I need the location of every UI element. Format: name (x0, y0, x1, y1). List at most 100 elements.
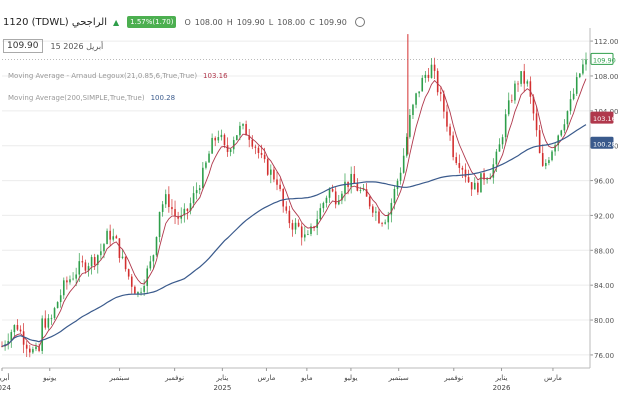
candle-body (245, 124, 247, 136)
candle-body (498, 144, 501, 152)
candle-body (161, 204, 164, 212)
x-tick-label: نوفمبر (443, 374, 463, 382)
candle-body (331, 189, 334, 192)
candle-body (69, 279, 71, 283)
candle-body (16, 324, 19, 330)
candle-body (501, 137, 504, 145)
indicator-alma[interactable]: Moving Average - Arnaud Legoux(21,0.85,6… (8, 72, 228, 80)
candle-body (538, 130, 541, 154)
candle-body (239, 125, 241, 136)
x-tick-label: مايو (300, 374, 313, 382)
candle-body (220, 134, 223, 138)
x-tick-label: يوليو (343, 374, 357, 382)
candle-body (211, 137, 213, 154)
candle-body (430, 64, 433, 78)
candle-body (399, 172, 402, 181)
gear-icon[interactable] (354, 17, 365, 27)
candle-body (232, 140, 235, 150)
candle-body (19, 329, 22, 332)
candle-body (575, 77, 578, 94)
candle-body (53, 308, 56, 318)
candle-body (424, 74, 427, 78)
candle-body (87, 266, 90, 271)
change-badge: 1.57%(1.70) (127, 16, 177, 28)
close-label: C (309, 17, 315, 27)
candle-body (473, 182, 476, 190)
candle-body (205, 162, 207, 168)
alma-series-line (1, 78, 587, 348)
candle-body (371, 206, 374, 213)
candle-body (251, 139, 254, 147)
low-label: L (268, 17, 274, 27)
close-value: 109.90 (318, 17, 347, 27)
candle-body (294, 222, 297, 230)
candle-body (202, 167, 204, 189)
candle-body (226, 145, 229, 152)
candle-body (106, 230, 108, 245)
candle-body (551, 151, 553, 161)
candle-body (461, 167, 464, 170)
candle-body (137, 292, 139, 294)
y-tick-label: 92.00 (594, 212, 614, 220)
candle-body (566, 111, 569, 125)
open-label: O (184, 17, 191, 27)
sma-series-line (1, 124, 587, 347)
candle-body (517, 83, 519, 85)
candle-body (115, 236, 118, 239)
candle-body (319, 208, 322, 220)
candle-body (325, 197, 328, 203)
candle-body (174, 209, 176, 217)
candle-body (304, 234, 306, 238)
candle-body (470, 182, 473, 190)
candle-body (285, 206, 288, 211)
candle-body (140, 291, 142, 293)
candle-body (273, 169, 275, 180)
candle-body (390, 202, 393, 215)
indicator-alma-label: Moving Average - Arnaud Legoux(21,0.85,6… (8, 72, 198, 80)
candle-body (421, 77, 424, 92)
candle-body (579, 73, 581, 78)
candle-body (418, 91, 420, 94)
candle-body (72, 278, 74, 280)
candle-body (93, 257, 96, 265)
candle-body (560, 130, 563, 136)
candle-body (50, 317, 53, 319)
indicator-sma[interactable]: Moving Average(200,SIMPLE,True,True) 100.… (8, 94, 175, 102)
candle-body (242, 124, 244, 126)
candle-body (350, 173, 352, 187)
candle-body (477, 182, 479, 193)
high-label: H (226, 17, 233, 27)
candle-body (100, 251, 102, 256)
indicator-alma-value: 103.16 (203, 72, 228, 80)
candle-body (134, 286, 136, 294)
candle-body (415, 93, 417, 105)
candle-body (29, 348, 31, 353)
x-tick-label: أبريل (0, 373, 10, 382)
candle-body (409, 115, 411, 137)
candle-body (22, 331, 25, 345)
candle-body (446, 111, 448, 127)
last-value-badge (590, 136, 614, 149)
candle-body (557, 135, 559, 146)
y-tick-label: 112.00 (594, 38, 619, 46)
chart-header: 1120 (TDWL) الراجحي ▲ 1.57%(1.70) O 108.… (3, 16, 365, 28)
last-value-badge (590, 52, 614, 65)
candle-body (316, 219, 318, 229)
price-row: 109.90 15 2026 أبريل (3, 39, 103, 53)
y-tick-label: 108.00 (594, 73, 619, 81)
candle-body (563, 124, 566, 131)
x-tick-label: يونيو (42, 374, 56, 382)
candle-body (486, 179, 488, 180)
candle-body (368, 196, 371, 207)
candle-body (158, 211, 161, 238)
candle-body (436, 70, 439, 93)
candle-body (236, 135, 238, 141)
candle-body (282, 188, 284, 207)
candle-body (149, 261, 152, 269)
candle-body (433, 64, 436, 71)
candle-body (155, 237, 158, 256)
candle-body (310, 226, 312, 235)
x-year-label: 2025 (213, 384, 231, 392)
